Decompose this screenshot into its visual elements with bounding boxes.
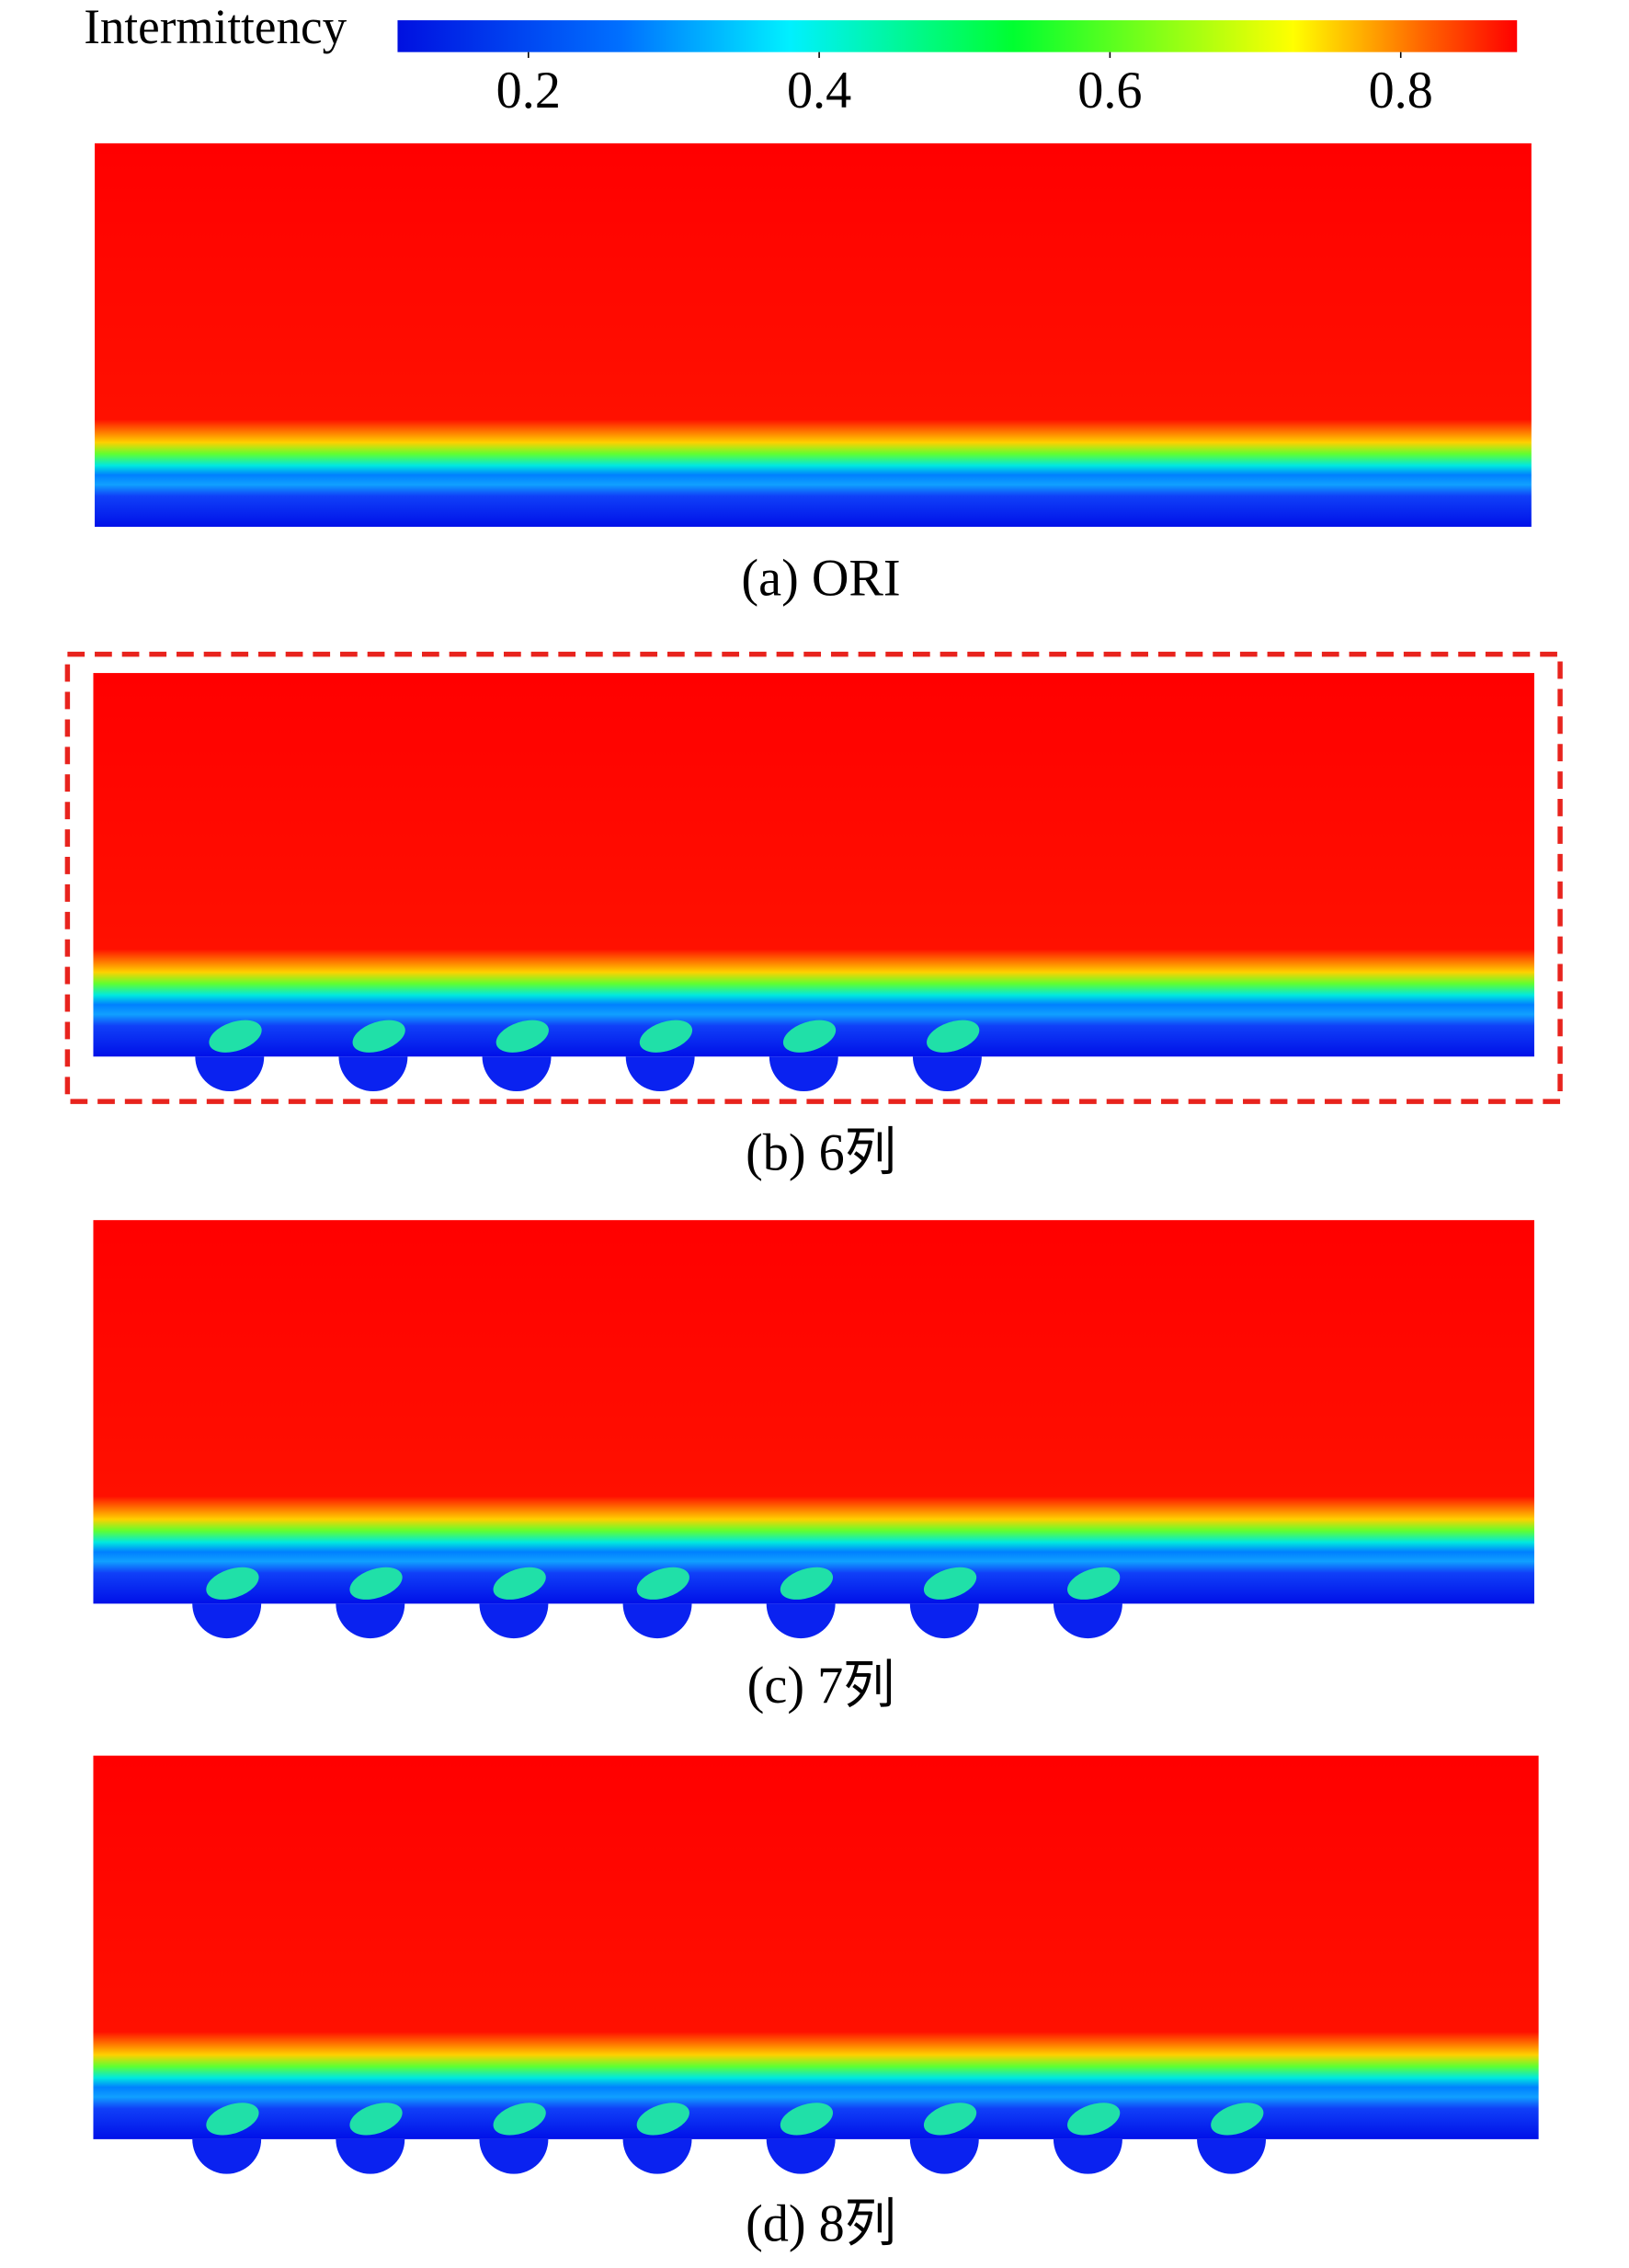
dimple-core — [349, 2103, 403, 2136]
dimple — [912, 1056, 982, 1092]
dimple — [192, 2138, 262, 2174]
dimple — [766, 1603, 836, 1639]
dimple-core — [206, 2103, 259, 2136]
dimple — [195, 1056, 265, 1092]
highlight-box — [64, 651, 1563, 1104]
dimple — [909, 2138, 979, 2174]
panel-caption: (b) 6列 — [746, 1124, 896, 1181]
dimple — [1197, 2138, 1267, 2174]
panel-caption: (c) 7列 — [747, 1658, 895, 1715]
dimple — [479, 2138, 549, 2174]
dimple-core — [923, 1567, 977, 1600]
dimple-core — [923, 2103, 977, 2136]
contour-field — [93, 673, 1534, 1057]
dimple-core — [1067, 2103, 1121, 2136]
dimple-core — [352, 1020, 405, 1053]
dimple-core — [493, 1567, 546, 1600]
dimple-core — [927, 1020, 980, 1053]
dimple — [769, 1056, 838, 1092]
dimple-core — [349, 1567, 403, 1600]
panel-caption: (d) 8列 — [746, 2195, 896, 2252]
dimple-core — [780, 2103, 834, 2136]
contour-field — [95, 142, 1532, 528]
dimple-core — [1211, 2103, 1264, 2136]
dimple — [622, 2138, 692, 2174]
contour-field — [93, 1220, 1534, 1604]
colorbar-tick-label: 0.2 — [496, 63, 561, 120]
colorbar-tick-label: 0.6 — [1077, 63, 1142, 120]
dimple — [336, 2138, 405, 2174]
dimple — [336, 1603, 405, 1639]
dimple — [192, 1603, 262, 1639]
dimple-core — [639, 1020, 693, 1053]
dimple — [909, 1603, 979, 1639]
dimple — [479, 1603, 549, 1639]
panel-caption: (a) ORI — [741, 550, 900, 607]
dimple-core — [636, 1567, 689, 1600]
contour-field — [93, 1755, 1539, 2139]
dimple-core — [496, 1020, 549, 1053]
dimple — [1053, 1603, 1122, 1639]
dimple-core — [782, 1020, 837, 1053]
dimple — [338, 1056, 408, 1092]
dimple-core — [780, 1567, 834, 1600]
colorbar — [397, 20, 1518, 52]
dimple — [625, 1056, 695, 1092]
dimple — [622, 1603, 692, 1639]
dimple-core — [209, 1020, 262, 1053]
colorbar-tick-label: 0.8 — [1369, 63, 1433, 120]
dimple-core — [1067, 1567, 1121, 1600]
dimple-core — [493, 2103, 546, 2136]
dimple — [766, 2138, 836, 2174]
dimple-core — [636, 2103, 689, 2136]
dimple-core — [206, 1567, 259, 1600]
dimple — [1053, 2138, 1122, 2174]
colorbar-tick-label: 0.4 — [787, 63, 851, 120]
colorbar-label: Intermittency — [84, 0, 347, 54]
dimple — [482, 1056, 552, 1092]
